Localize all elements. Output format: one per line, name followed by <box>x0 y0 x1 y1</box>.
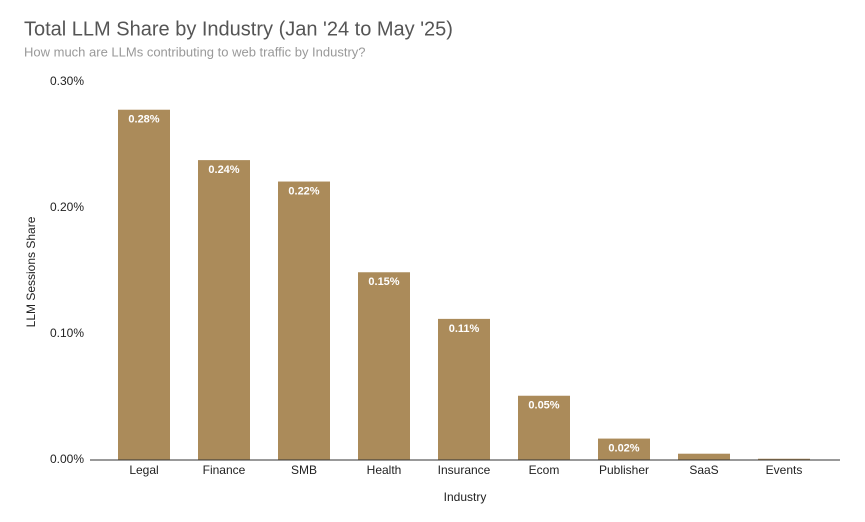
x-tick-label: SMB <box>291 463 317 477</box>
y-tick-label: 0.10% <box>50 326 84 340</box>
bar <box>518 395 570 460</box>
bar <box>358 272 410 460</box>
y-axis-label: LLM Sessions Share <box>24 216 38 327</box>
x-axis-label: Industry <box>444 490 487 504</box>
bar <box>438 318 490 460</box>
value-label: 0.15% <box>368 276 399 288</box>
value-label: 0.28% <box>128 114 159 126</box>
chart-title: Total LLM Share by Industry (Jan '24 to … <box>24 18 453 40</box>
x-tick-label: Publisher <box>599 463 649 477</box>
bar <box>278 181 330 461</box>
bar <box>758 458 810 460</box>
bar <box>678 453 730 460</box>
x-tick-label: Health <box>367 463 402 477</box>
value-label: 0.11% <box>449 323 480 335</box>
x-tick-label: Events <box>766 463 803 477</box>
y-tick-label: 0.30% <box>50 74 84 88</box>
bar <box>598 438 650 460</box>
bar <box>118 109 170 460</box>
bar <box>198 160 250 460</box>
value-label: 0.05% <box>528 400 559 412</box>
x-tick-label: Legal <box>129 463 158 477</box>
value-label: 0.24% <box>208 164 239 176</box>
value-label: 0.02% <box>608 442 639 454</box>
x-tick-label: SaaS <box>689 463 718 477</box>
x-tick-label: Finance <box>203 463 246 477</box>
x-tick-label: Ecom <box>529 463 560 477</box>
y-tick-label: 0.00% <box>50 452 84 466</box>
chart-subtitle: How much are LLMs contributing to web tr… <box>24 44 366 59</box>
value-label: 0.22% <box>288 185 319 197</box>
x-tick-label: Insurance <box>438 463 491 477</box>
y-tick-label: 0.20% <box>50 200 84 214</box>
